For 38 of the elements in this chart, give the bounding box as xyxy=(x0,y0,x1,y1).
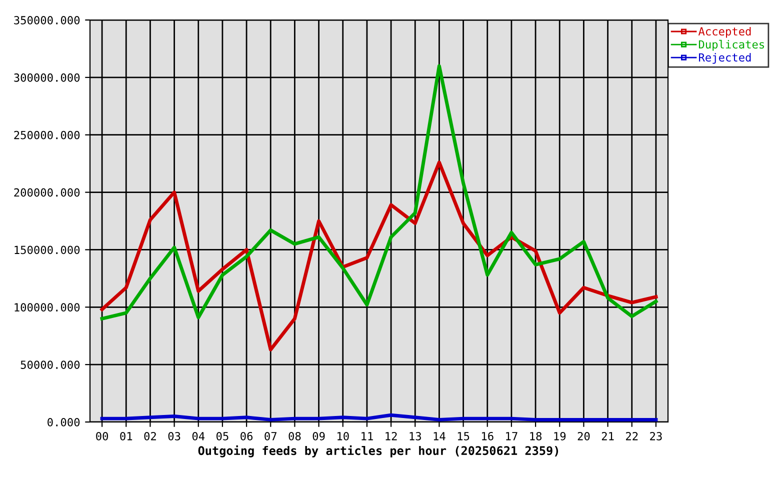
x-tick-label: 07 xyxy=(264,432,276,440)
x-tick-label: 22 xyxy=(626,432,638,440)
y-tick-label: 0.000 xyxy=(48,418,80,426)
x-tick-label: 06 xyxy=(240,432,253,440)
x-tick-label: 12 xyxy=(386,432,397,440)
legend-label: Accepted xyxy=(698,26,751,38)
x-tick-label: 02 xyxy=(144,432,156,440)
x-tick-label: 05 xyxy=(216,432,228,440)
y-tick-label: 100000.000 xyxy=(14,303,80,312)
x-tick-label: 15 xyxy=(458,432,470,440)
x-tick-label: 14 xyxy=(434,432,446,440)
x-tick-label: 13 xyxy=(410,432,421,440)
x-tick-label: 16 xyxy=(482,432,494,440)
x-tick-label: 18 xyxy=(530,432,542,440)
y-tick-label: 250000.000 xyxy=(14,130,80,140)
legend-label: Rejected xyxy=(698,53,751,64)
x-tick-label: 08 xyxy=(288,432,301,440)
x-axis-title: Outgoing feeds by articles per hour (20250621 2359) xyxy=(198,445,558,458)
x-tick-label: 17 xyxy=(506,432,518,440)
y-tick-label: 350000.000 xyxy=(14,16,80,24)
y-tick-label: 200000.000 xyxy=(14,188,80,197)
x-tick-label: 23 xyxy=(650,432,662,440)
x-tick-label: 21 xyxy=(602,432,614,440)
line-series xyxy=(100,64,658,320)
x-tick-label: 11 xyxy=(362,432,373,440)
x-tick-label: 19 xyxy=(554,432,566,440)
x-tick-label: 01 xyxy=(120,432,132,440)
x-tick-label: 04 xyxy=(192,432,205,440)
x-tick-label: 10 xyxy=(338,432,349,440)
y-tick-label: 150000.000 xyxy=(14,246,80,254)
y-tick-label: 300000.000 xyxy=(14,73,80,82)
x-tick-label: 20 xyxy=(578,432,590,440)
x-tick-label: 03 xyxy=(168,432,180,440)
y-tick-label: 50000.000 xyxy=(20,360,80,369)
x-tick-label: 00 xyxy=(96,432,108,440)
x-tick-label: 09 xyxy=(312,432,325,440)
legend-label: Duplicates xyxy=(698,40,764,51)
line-series xyxy=(100,160,658,352)
